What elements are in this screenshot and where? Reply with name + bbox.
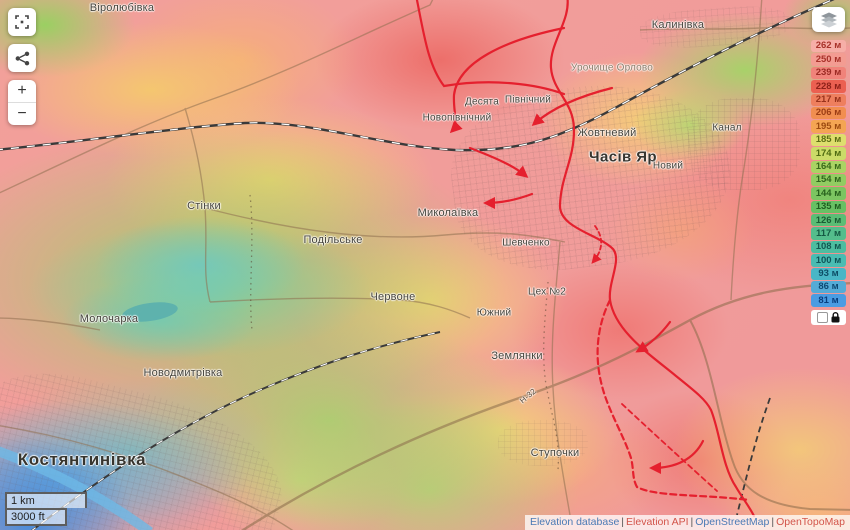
place-label-virolyubivka: Віролюбівка xyxy=(89,2,155,14)
place-label-yuzhnyi: Южний xyxy=(476,307,512,319)
fullscreen-button[interactable] xyxy=(8,8,36,36)
attribution-link-openstreetmap[interactable]: OpenStreetMap xyxy=(695,516,770,528)
zoom-control: + − xyxy=(8,80,36,125)
place-label-pivnichnyi: Північний xyxy=(504,94,552,106)
attribution-separator: | xyxy=(621,516,625,528)
place-label-novodmytrivka: Новодмитрівка xyxy=(143,367,223,379)
scale-metric: 1 km xyxy=(5,492,87,508)
place-label-zemlyanky: Землянки xyxy=(491,350,543,362)
legend-item: 126 м xyxy=(811,214,846,227)
urban-area-stupochky xyxy=(498,420,588,466)
legend-item: 108 м xyxy=(811,240,846,254)
legend-item: 117 м xyxy=(811,227,846,240)
legend-item: 250 м xyxy=(811,53,846,66)
legend-item: 135 м xyxy=(811,200,846,214)
attribution-separator: | xyxy=(690,516,694,528)
legend-item: 81 м xyxy=(811,294,846,307)
place-label-desyata: Десята xyxy=(465,96,499,108)
legend-item: 239 м xyxy=(811,66,846,80)
place-label-novyi: Новий xyxy=(652,160,684,172)
place-label-kostiantynivka: Костянтинівка xyxy=(17,450,147,469)
layers-button[interactable] xyxy=(812,7,845,32)
place-label-shevchenko: Шевченко xyxy=(502,237,550,249)
place-label-mykolaivka: Миколаївка xyxy=(417,207,479,219)
zoom-out-button[interactable]: − xyxy=(17,105,27,122)
legend-item: 195 м xyxy=(811,120,846,133)
place-label-urochyshche-orlovo: Урочище Орлово xyxy=(570,62,654,74)
legend-item: 206 м xyxy=(811,106,846,120)
attribution-link-elevation-api[interactable]: Elevation API xyxy=(626,516,689,528)
legend-checkbox[interactable] xyxy=(817,312,828,323)
legend-item: 100 м xyxy=(811,254,846,267)
legend-item: 164 м xyxy=(811,160,846,173)
legend-item: 185 м xyxy=(811,133,846,147)
place-label-podilske: Подільське xyxy=(303,234,363,246)
scale-control: 1 km 3000 ft xyxy=(5,492,87,526)
legend-item: 262 м xyxy=(811,40,846,53)
share-button[interactable] xyxy=(8,44,36,72)
place-label-stupochky: Ступочки xyxy=(530,447,580,459)
elevation-legend: 262 м 250 м 239 м 228 м 217 м 206 м 195 м 185 м… xyxy=(811,40,846,307)
scale-imperial: 3000 ft xyxy=(5,508,67,526)
legend-item: 174 м xyxy=(811,147,846,160)
place-label-kanal: Канал xyxy=(712,122,742,134)
legend-footer xyxy=(811,310,846,325)
attribution-separator: | xyxy=(771,516,775,528)
legend-item: 154 м xyxy=(811,173,846,187)
lock-icon[interactable] xyxy=(831,312,840,323)
zoom-in-button[interactable]: + xyxy=(8,80,36,103)
legend-item: 228 м xyxy=(811,80,846,93)
fullscreen-icon xyxy=(15,15,29,29)
place-label-tsekh-2: Цех №2 xyxy=(527,286,567,298)
attribution-bar: Elevation database | Elevation API | OpenStr… xyxy=(524,515,850,530)
place-label-chervone: Червоне xyxy=(370,291,416,303)
urban-area-kanal xyxy=(688,98,800,190)
legend-item: 93 м xyxy=(811,267,846,281)
place-label-molocharka: Молочарка xyxy=(79,313,139,325)
legend-item: 144 м xyxy=(811,187,846,200)
legend-item: 217 м xyxy=(811,93,846,106)
layers-icon xyxy=(820,12,837,27)
share-icon xyxy=(15,51,29,65)
place-label-chasiv-yar: Часів Яр xyxy=(589,148,657,166)
place-label-kalynivka: Калинівка xyxy=(651,19,705,31)
attribution-link-elevation-database[interactable]: Elevation database xyxy=(529,516,620,528)
place-label-stinky: Стінки xyxy=(187,200,221,212)
legend-item: 86 м xyxy=(811,281,846,294)
place-label-zhovtnevyi: Жовтневий xyxy=(577,127,637,139)
place-label-novopivnichnyi: Новопівнічний xyxy=(422,112,492,124)
attribution-link-opentopomap[interactable]: OpenTopoMap xyxy=(776,516,845,528)
